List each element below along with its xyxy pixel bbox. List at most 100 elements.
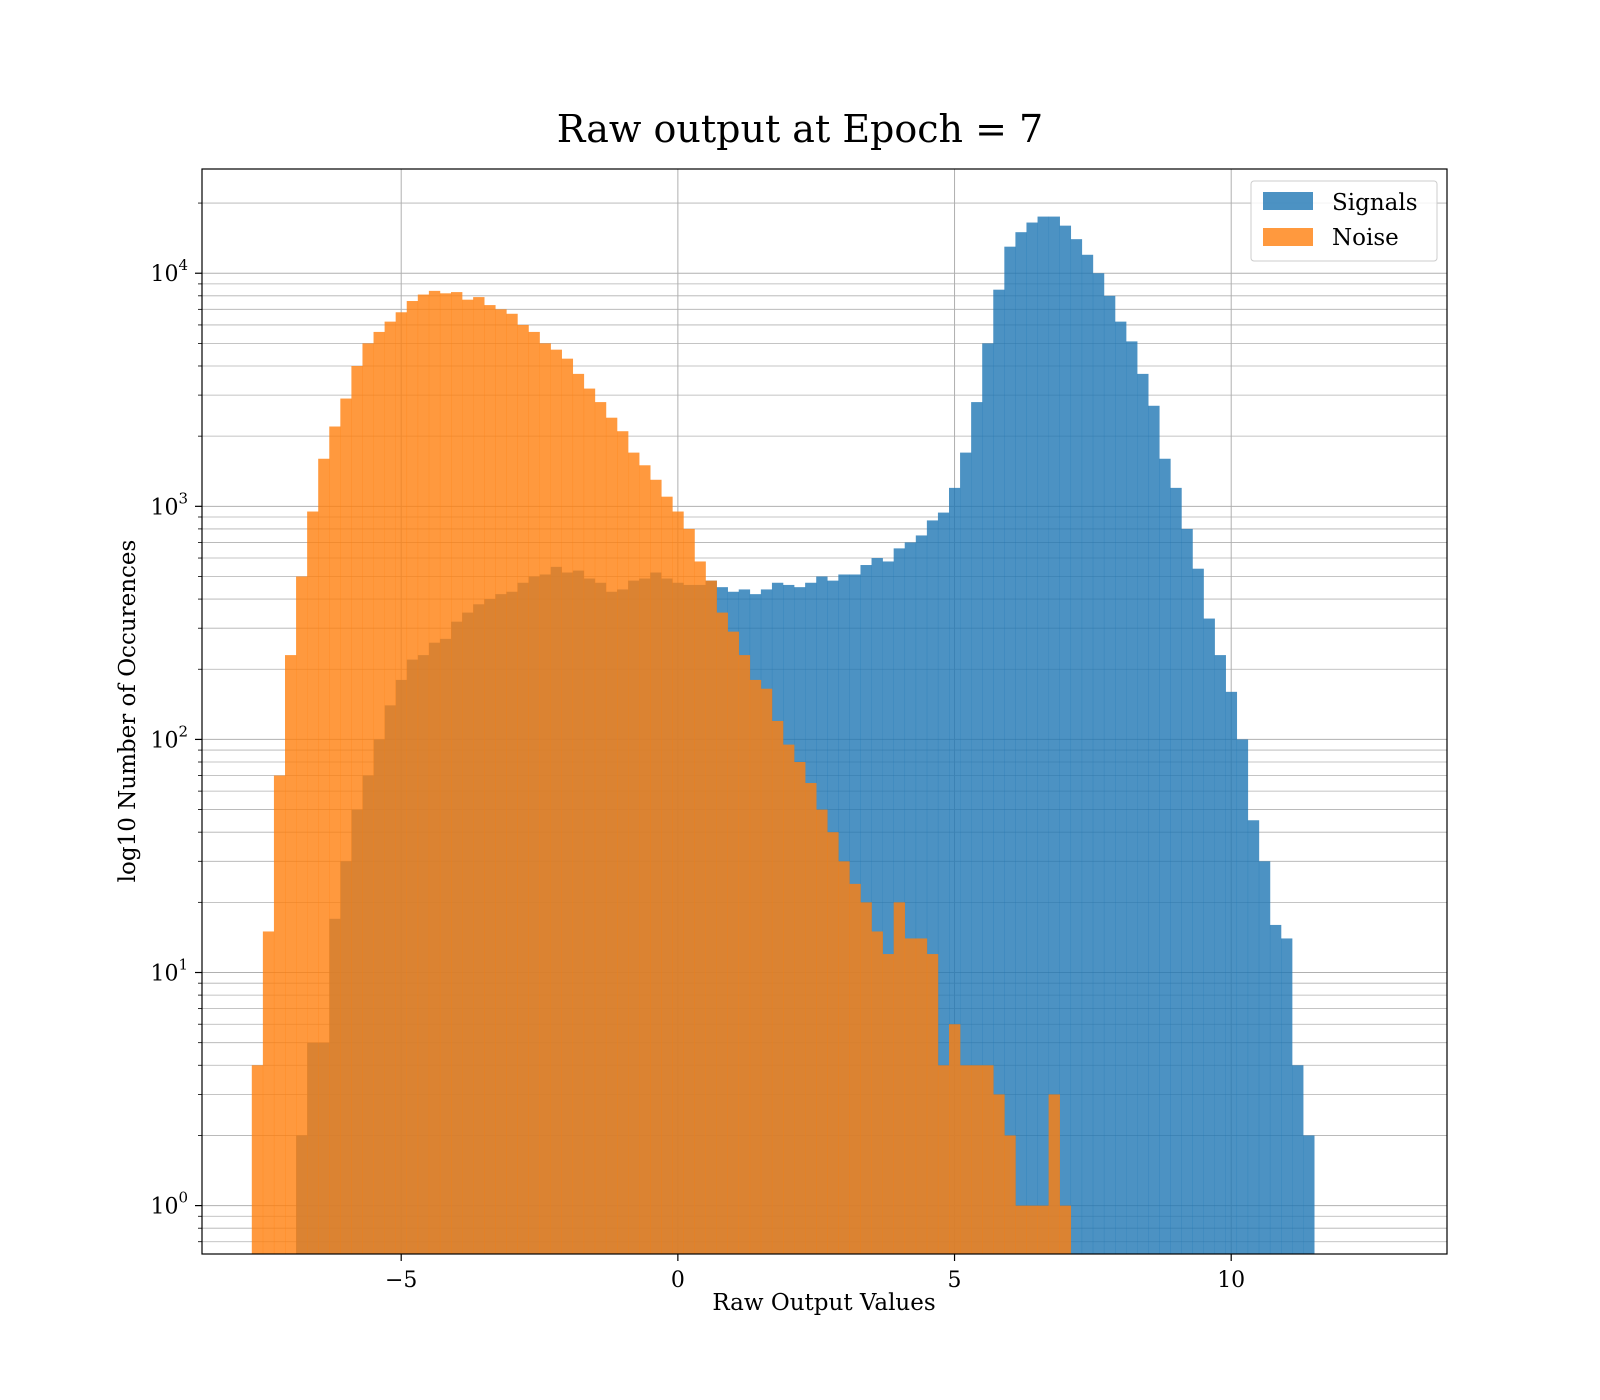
bar-signals — [1115, 321, 1127, 1254]
legend-label-noise: Noise — [1332, 225, 1399, 251]
y-tick-label: 101 — [150, 956, 188, 987]
bar-noise — [993, 1094, 1005, 1254]
bar-noise — [484, 305, 496, 1254]
bar-noise — [1048, 1094, 1060, 1254]
bar-noise — [639, 465, 651, 1254]
histogram-bars — [251, 216, 1315, 1255]
bar-signals — [937, 512, 950, 1254]
bar-noise — [904, 938, 917, 1254]
bar-signals — [1258, 861, 1271, 1254]
bar-noise — [384, 321, 396, 1254]
bar-noise — [406, 301, 419, 1254]
legend-swatch-noise — [1263, 228, 1313, 246]
bar-noise — [893, 902, 906, 1254]
legend-label-signals: Signals — [1332, 190, 1418, 216]
bar-noise — [495, 309, 507, 1255]
bar-noise — [462, 299, 474, 1254]
bar-noise — [340, 398, 352, 1254]
bar-noise — [362, 343, 374, 1254]
bar-noise — [395, 312, 408, 1255]
bar-signals — [1292, 1065, 1304, 1254]
bar-noise — [1004, 1135, 1016, 1254]
bar-signals — [882, 561, 894, 1254]
bar-noise — [738, 655, 751, 1254]
bar-signals — [1037, 216, 1049, 1254]
bar-noise — [318, 458, 330, 1254]
x-axis-label: Raw Output Values — [712, 1290, 935, 1316]
bar-noise — [594, 402, 607, 1254]
bar-noise — [794, 762, 806, 1254]
bar-noise — [838, 861, 850, 1254]
bar-noise — [307, 511, 319, 1254]
bar-noise — [517, 324, 529, 1254]
bar-noise — [262, 931, 275, 1254]
bar-signals — [1269, 924, 1282, 1254]
bar-signals — [982, 343, 994, 1254]
bar-noise — [572, 373, 585, 1255]
bar-signals — [1214, 655, 1226, 1254]
bar-noise — [650, 479, 662, 1254]
bar-signals — [1092, 273, 1105, 1254]
bar-signals — [871, 558, 883, 1254]
bar-noise — [827, 832, 839, 1254]
x-tick-label: −5 — [385, 1268, 417, 1293]
bar-noise — [749, 679, 762, 1254]
bar-signals — [1148, 405, 1160, 1254]
legend-swatch-signals — [1263, 192, 1313, 210]
x-tick-label: 5 — [948, 1268, 962, 1293]
bar-signals — [1170, 487, 1182, 1254]
bar-noise — [771, 720, 784, 1254]
bar-noise — [982, 1065, 994, 1254]
bar-signals — [926, 520, 939, 1254]
bar-noise — [882, 954, 894, 1254]
bar-signals — [960, 452, 972, 1254]
bar-noise — [617, 431, 629, 1254]
bar-signals — [1103, 295, 1116, 1254]
chart-title: Raw output at Epoch = 7 — [557, 107, 1043, 151]
bar-noise — [1059, 1205, 1072, 1254]
y-tick-label: 104 — [150, 256, 188, 287]
bar-noise — [937, 1065, 950, 1254]
bar-noise — [528, 331, 540, 1254]
bar-signals — [1303, 1135, 1315, 1254]
bar-signals — [1225, 691, 1238, 1254]
bar-noise — [816, 809, 828, 1254]
bar-noise — [971, 1065, 983, 1254]
bar-noise — [683, 528, 695, 1254]
bar-noise — [605, 417, 618, 1254]
bar-noise — [417, 294, 430, 1255]
legend: Signals Noise — [1250, 180, 1438, 262]
bar-signals — [1203, 618, 1215, 1254]
bar-noise — [716, 612, 728, 1254]
y-tick-label: 100 — [150, 1189, 188, 1220]
bar-signals — [1126, 341, 1138, 1254]
bar-noise — [451, 292, 463, 1254]
bar-signals — [1081, 254, 1094, 1255]
bar-signals — [1159, 458, 1171, 1254]
bar-signals — [1192, 568, 1204, 1254]
bar-noise — [273, 775, 286, 1254]
bar-signals — [1236, 739, 1249, 1254]
bar-noise — [550, 349, 562, 1254]
bar-noise — [760, 688, 773, 1254]
bar-noise — [373, 331, 385, 1254]
bar-noise — [949, 1024, 961, 1254]
bar-signals — [1070, 239, 1083, 1255]
bar-noise — [285, 655, 297, 1254]
bar-noise — [583, 388, 596, 1255]
bar-signals — [1004, 246, 1016, 1254]
bar-noise — [251, 1065, 264, 1254]
bar-noise — [871, 931, 883, 1254]
bar-noise — [1015, 1205, 1027, 1254]
bar-noise — [661, 496, 673, 1254]
bar-noise — [960, 1065, 972, 1254]
bar-noise — [473, 297, 485, 1254]
axis-ticks: −5 0 5 10 100 101 102 103 104 — [150, 202, 1245, 1293]
bar-noise — [439, 293, 452, 1254]
bar-noise — [296, 576, 308, 1254]
bar-noise — [849, 883, 861, 1254]
bar-noise — [1037, 1205, 1049, 1254]
bar-noise — [805, 783, 817, 1254]
bar-signals — [904, 542, 917, 1254]
